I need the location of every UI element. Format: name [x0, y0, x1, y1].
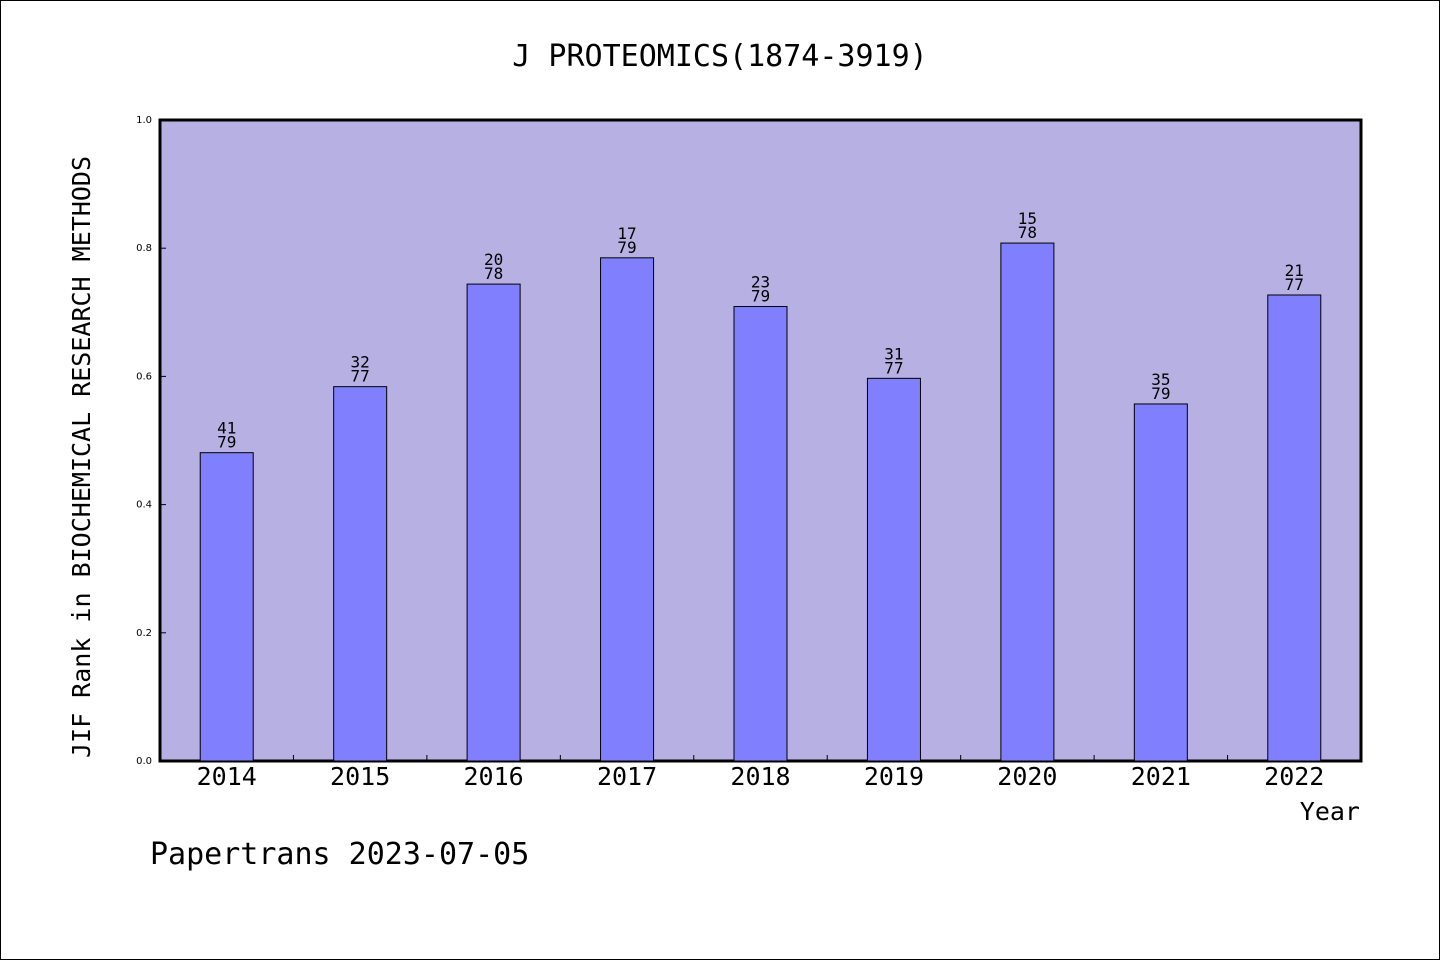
bar-rank-label: 32	[351, 353, 370, 372]
bar	[866, 377, 921, 762]
bar-rank-label: 31	[884, 344, 903, 363]
y-tick-label: 1.0	[136, 115, 152, 126]
x-tick-label: 2019	[864, 762, 924, 791]
bar	[333, 386, 388, 762]
x-tick-label: 2015	[330, 762, 390, 791]
y-axis-ticks: 0.0 0.2 0.4 0.6 0.8 1.0	[136, 115, 166, 767]
y-tick-label: 0.2	[136, 628, 152, 639]
bar-total-label: 77	[884, 358, 903, 377]
chart-title: J PROTEOMICS(1874-3919)	[512, 39, 927, 74]
bar	[1267, 294, 1322, 762]
x-tick-label: 2016	[464, 762, 524, 791]
bar-total-label: 77	[351, 367, 370, 386]
bar	[600, 257, 655, 762]
bar-total-label: 78	[484, 264, 503, 283]
bar-total-label: 79	[217, 433, 236, 452]
x-tick-label: 2017	[597, 762, 657, 791]
x-tick-label: 2018	[730, 762, 790, 791]
bar	[1133, 403, 1188, 762]
bar-rank-label: 21	[1285, 261, 1304, 280]
x-axis-label: Year	[1300, 797, 1360, 826]
bar-total-label: 78	[1018, 223, 1037, 242]
bar-rank-label: 23	[751, 273, 770, 292]
bar-rank-label: 20	[484, 250, 503, 269]
bar-total-label: 77	[1285, 275, 1304, 294]
bar	[199, 452, 254, 762]
x-tick-label: 2022	[1264, 762, 1324, 791]
y-axis-label: JIF Rank in BIOCHEMICAL RESEARCH METHODS	[67, 156, 96, 758]
footer-watermark-text: Papertrans 2023-07-05	[150, 837, 529, 872]
bar-rank-label: 17	[617, 224, 636, 243]
x-tick-label: 2014	[197, 762, 257, 791]
x-axis-ticks: 2014 2015 2016 2017 2018 2019 2020 2021 2022	[197, 755, 1324, 791]
bar	[733, 306, 788, 762]
bar	[1000, 242, 1055, 762]
bar-total-label: 79	[1151, 384, 1170, 403]
y-tick-label: 0.4	[136, 500, 152, 511]
y-tick-label: 0.8	[136, 243, 152, 254]
y-tick-label: 0.6	[136, 371, 152, 382]
y-tick-label: 0.0	[136, 756, 152, 767]
bar	[466, 283, 521, 762]
bar-rank-label: 41	[217, 419, 236, 438]
bar-rank-label: 35	[1151, 370, 1170, 389]
bar-rank-label: 15	[1018, 209, 1037, 228]
bar-total-label: 79	[751, 287, 770, 306]
bar-total-label: 79	[617, 238, 636, 257]
x-tick-label: 2020	[997, 762, 1057, 791]
x-tick-label: 2021	[1131, 762, 1191, 791]
